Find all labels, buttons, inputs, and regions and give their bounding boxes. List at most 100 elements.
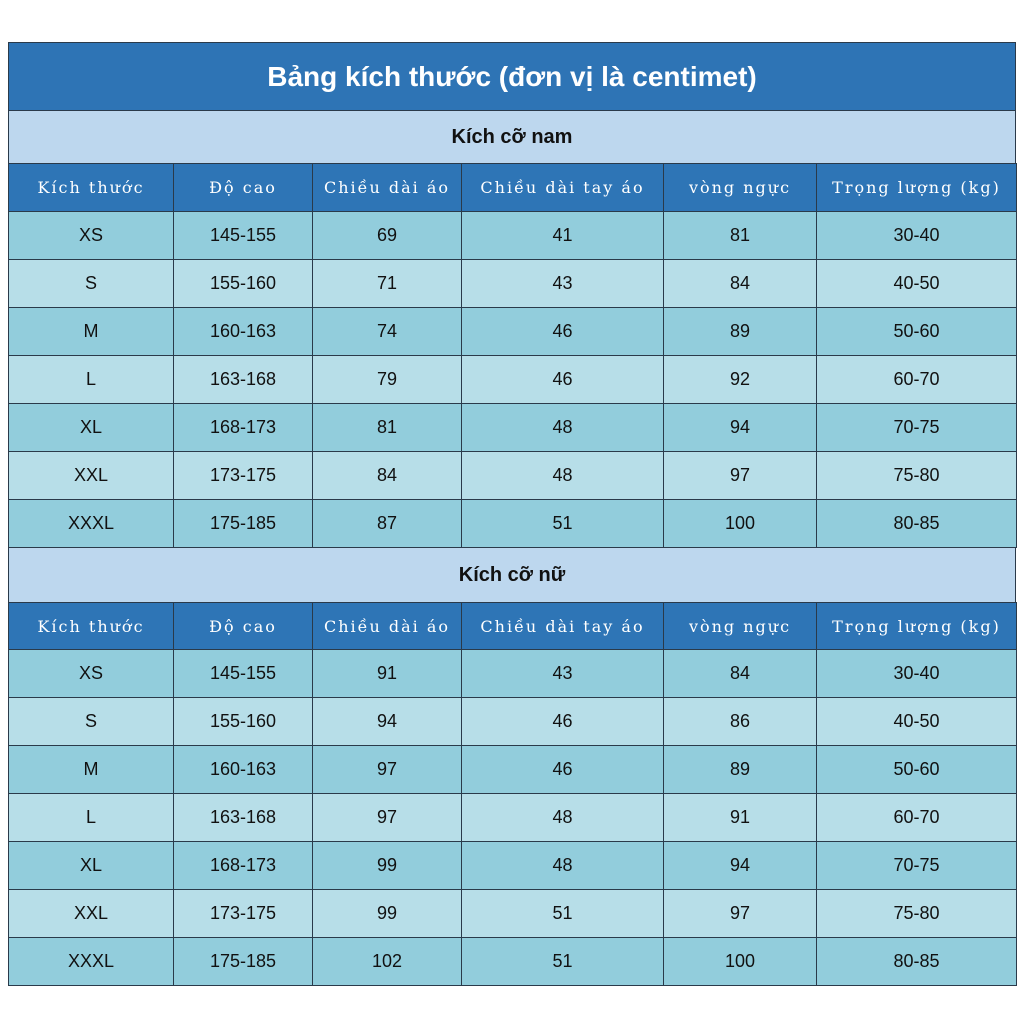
table-cell: 94: [663, 841, 817, 890]
column-header: Độ cao: [173, 163, 313, 212]
table-cell: 100: [663, 499, 817, 548]
table-cell: XL: [8, 841, 174, 890]
table-cell: 87: [312, 499, 462, 548]
table-cell: 173-175: [173, 889, 313, 938]
table-cell: 84: [663, 259, 817, 308]
table-cell: 97: [312, 745, 462, 794]
table-cell: 91: [312, 649, 462, 698]
section-title: Kích cỡ nam: [8, 110, 1016, 164]
table-cell: 79: [312, 355, 462, 404]
table-cell: 84: [663, 649, 817, 698]
table-cell: 30-40: [816, 211, 1017, 260]
table-cell: 168-173: [173, 841, 313, 890]
column-header: Kích thước: [8, 602, 174, 650]
table-cell: 81: [312, 403, 462, 452]
table-cell: 46: [461, 697, 664, 746]
table-cell: 60-70: [816, 793, 1017, 842]
table-cell: 70-75: [816, 403, 1017, 452]
table-cell: S: [8, 697, 174, 746]
section-title: Kích cỡ nữ: [8, 547, 1016, 603]
table-cell: 48: [461, 451, 664, 500]
table-cell: 145-155: [173, 211, 313, 260]
table-cell: 46: [461, 307, 664, 356]
table-cell: 94: [663, 403, 817, 452]
table-cell: 70-75: [816, 841, 1017, 890]
table-cell: XXL: [8, 889, 174, 938]
table-cell: XS: [8, 649, 174, 698]
table-cell: 94: [312, 697, 462, 746]
table-cell: 48: [461, 403, 664, 452]
table-cell: XL: [8, 403, 174, 452]
table-cell: 75-80: [816, 889, 1017, 938]
table-cell: 80-85: [816, 499, 1017, 548]
table-cell: 168-173: [173, 403, 313, 452]
table-cell: 160-163: [173, 745, 313, 794]
table-cell: 97: [663, 451, 817, 500]
table-cell: XXXL: [8, 937, 174, 986]
chart-title: Bảng kích thước (đơn vị là centimet): [8, 42, 1016, 111]
table-cell: 145-155: [173, 649, 313, 698]
table-cell: 100: [663, 937, 817, 986]
table-cell: L: [8, 355, 174, 404]
table-cell: 89: [663, 307, 817, 356]
table-cell: 84: [312, 451, 462, 500]
table-cell: 40-50: [816, 259, 1017, 308]
table-cell: L: [8, 793, 174, 842]
table-cell: 175-185: [173, 499, 313, 548]
table-cell: 91: [663, 793, 817, 842]
table-cell: 160-163: [173, 307, 313, 356]
column-header: vòng ngực: [663, 163, 817, 212]
column-header: Chiều dài tay áo: [461, 163, 664, 212]
table-cell: 99: [312, 841, 462, 890]
table-cell: 69: [312, 211, 462, 260]
column-header: Trọng lượng (kg): [816, 602, 1017, 650]
table-cell: 46: [461, 355, 664, 404]
table-cell: 43: [461, 649, 664, 698]
table-cell: 163-168: [173, 793, 313, 842]
table-cell: 46: [461, 745, 664, 794]
column-header: Trọng lượng (kg): [816, 163, 1017, 212]
table-cell: 60-70: [816, 355, 1017, 404]
table-cell: 41: [461, 211, 664, 260]
table-cell: 51: [461, 889, 664, 938]
column-header: Chiều dài tay áo: [461, 602, 664, 650]
table-cell: 89: [663, 745, 817, 794]
table-cell: 99: [312, 889, 462, 938]
column-header: Độ cao: [173, 602, 313, 650]
table-cell: 50-60: [816, 745, 1017, 794]
column-header: Kích thước: [8, 163, 174, 212]
column-header: vòng ngực: [663, 602, 817, 650]
table-cell: 43: [461, 259, 664, 308]
table-cell: 97: [663, 889, 817, 938]
table-cell: 75-80: [816, 451, 1017, 500]
table-cell: 97: [312, 793, 462, 842]
column-header: Chiều dài áo: [312, 163, 462, 212]
table-cell: XXL: [8, 451, 174, 500]
table-cell: 48: [461, 841, 664, 890]
table-cell: M: [8, 745, 174, 794]
table-cell: 81: [663, 211, 817, 260]
table-cell: 86: [663, 697, 817, 746]
table-cell: 71: [312, 259, 462, 308]
table-cell: 50-60: [816, 307, 1017, 356]
table-cell: 48: [461, 793, 664, 842]
table-cell: XXXL: [8, 499, 174, 548]
table-cell: 175-185: [173, 937, 313, 986]
table-cell: 74: [312, 307, 462, 356]
table-cell: 155-160: [173, 259, 313, 308]
table-cell: S: [8, 259, 174, 308]
table-cell: 163-168: [173, 355, 313, 404]
table-cell: 51: [461, 937, 664, 986]
table-cell: 173-175: [173, 451, 313, 500]
table-cell: 80-85: [816, 937, 1017, 986]
table-cell: 155-160: [173, 697, 313, 746]
table-cell: M: [8, 307, 174, 356]
table-cell: 51: [461, 499, 664, 548]
table-cell: 30-40: [816, 649, 1017, 698]
table-cell: 40-50: [816, 697, 1017, 746]
table-cell: 102: [312, 937, 462, 986]
table-cell: 92: [663, 355, 817, 404]
table-cell: XS: [8, 211, 174, 260]
column-header: Chiều dài áo: [312, 602, 462, 650]
